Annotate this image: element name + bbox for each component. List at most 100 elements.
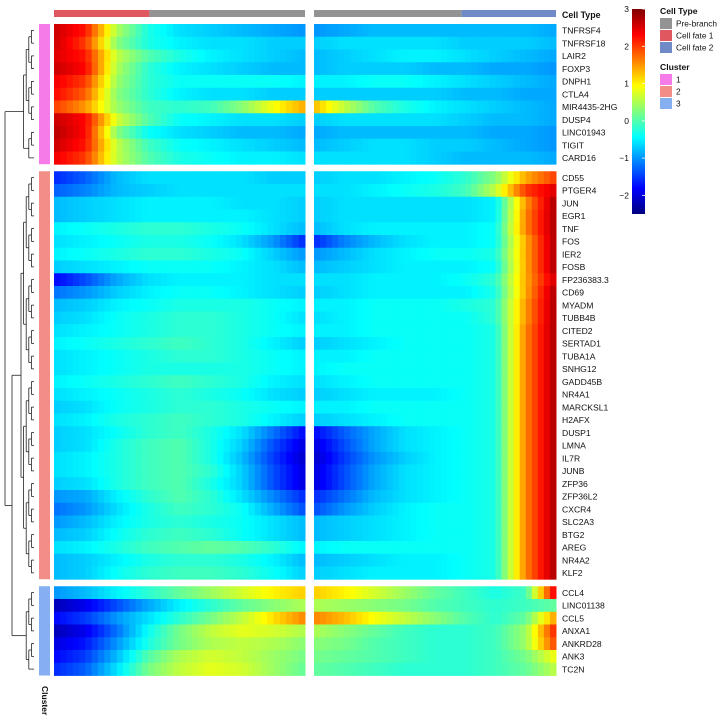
heatmap-cell (543, 260, 551, 274)
heatmap-cell (531, 477, 539, 491)
heatmap-cell (404, 502, 412, 516)
heatmap-cell (386, 273, 394, 287)
heatmap-cell (459, 247, 466, 261)
celltype-bar-label: Cell Type (562, 10, 601, 20)
heatmap-cell (501, 439, 509, 453)
heatmap-cell (314, 298, 321, 312)
heatmap-cell (261, 151, 268, 165)
heatmap-cell (537, 464, 545, 478)
heatmap-cell (160, 426, 168, 440)
heatmap-cell (549, 113, 557, 127)
heatmap-cell (116, 541, 124, 555)
heatmap-cell (435, 337, 442, 351)
heatmap-cell (338, 541, 345, 555)
heatmap-cell (116, 113, 124, 127)
heatmap-cell (217, 362, 224, 376)
heatmap-cell (386, 286, 394, 300)
heatmap-cell (72, 324, 80, 338)
heatmap-cell (141, 24, 149, 38)
heatmap-row (54, 113, 557, 127)
heatmap-cell (489, 502, 496, 516)
heatmap-cell (66, 49, 74, 63)
heatmap-cell (97, 100, 105, 114)
heatmap-cell (537, 375, 545, 389)
heatmap-cell (60, 260, 68, 274)
heatmap-cell (380, 113, 388, 127)
heatmap-cell (97, 375, 105, 389)
heatmap-cell (104, 273, 111, 287)
heatmap-cell (141, 611, 149, 625)
heatmap-cell (229, 209, 237, 223)
heatmap-cell (60, 388, 68, 402)
heatmap-cell (416, 171, 424, 185)
heatmap-cell (501, 171, 509, 185)
heatmap-cell (179, 184, 187, 198)
heatmap-cell (404, 337, 412, 351)
heatmap-cell (217, 477, 224, 491)
heatmap-cell (123, 138, 130, 152)
heatmap-cell (135, 502, 143, 516)
heatmap-row (54, 502, 557, 516)
heatmap-cell (123, 624, 130, 638)
gene-label: TUBB4B (562, 313, 596, 323)
heatmap-cell (185, 235, 193, 249)
heatmap-cell (235, 349, 243, 363)
heatmap-cell (416, 624, 424, 638)
heatmap-cell (286, 611, 293, 625)
heatmap-cell (422, 650, 430, 664)
heatmap-cell (404, 247, 412, 261)
heatmap-cell (173, 311, 181, 325)
heatmap-cell (141, 528, 149, 542)
heatmap-cell (537, 196, 545, 210)
heatmap-cell (185, 388, 193, 402)
heatmap-cell (173, 439, 181, 453)
heatmap-cell (104, 100, 111, 114)
heatmap-cell (441, 247, 448, 261)
heatmap-cell (179, 451, 187, 465)
heatmap-cell (404, 349, 412, 363)
heatmap-cell (229, 100, 237, 114)
heatmap-cell (229, 151, 237, 165)
heatmap-cell (97, 400, 105, 414)
heatmap-cell (179, 337, 187, 351)
heatmap-cell (298, 247, 306, 261)
heatmap-cell (338, 637, 345, 651)
heatmap-cell (254, 100, 262, 114)
heatmap-cell (459, 566, 466, 580)
heatmap-cell (141, 49, 149, 63)
heatmap-cell (465, 324, 472, 338)
heatmap-cell (495, 196, 503, 210)
heatmap-cell (72, 413, 80, 427)
heatmap-cell (254, 311, 262, 325)
heatmap-cell (435, 311, 442, 325)
heatmap-cell (549, 662, 557, 676)
heatmap-cell (447, 113, 454, 127)
heatmap-cell (465, 349, 472, 363)
heatmap-cell (148, 184, 155, 198)
heatmap-cell (185, 126, 193, 140)
heatmap-cell (160, 100, 168, 114)
heatmap-row (54, 49, 557, 63)
heatmap-cell (160, 24, 168, 38)
heatmap-cell (404, 49, 412, 63)
heatmap-cell (398, 515, 406, 529)
heatmap-cell (292, 260, 300, 274)
heatmap-cell (198, 541, 206, 555)
heatmap-cell (525, 439, 533, 453)
heatmap-cell (173, 611, 181, 625)
heatmap-cell (465, 611, 472, 625)
heatmap-cell (356, 260, 363, 274)
heatmap-cell (210, 650, 218, 664)
heatmap-cell (273, 196, 281, 210)
heatmap-cell (185, 637, 193, 651)
heatmap-cell (471, 599, 478, 613)
heatmap-cell (254, 235, 262, 249)
heatmap-cell (320, 24, 327, 38)
heatmap-cell (135, 650, 143, 664)
heatmap-cell (380, 100, 388, 114)
heatmap-cell (404, 439, 412, 453)
heatmap-cell (537, 490, 545, 504)
heatmap-cell (513, 222, 521, 236)
heatmap-cell (135, 171, 143, 185)
heatmap-cell (410, 24, 418, 38)
